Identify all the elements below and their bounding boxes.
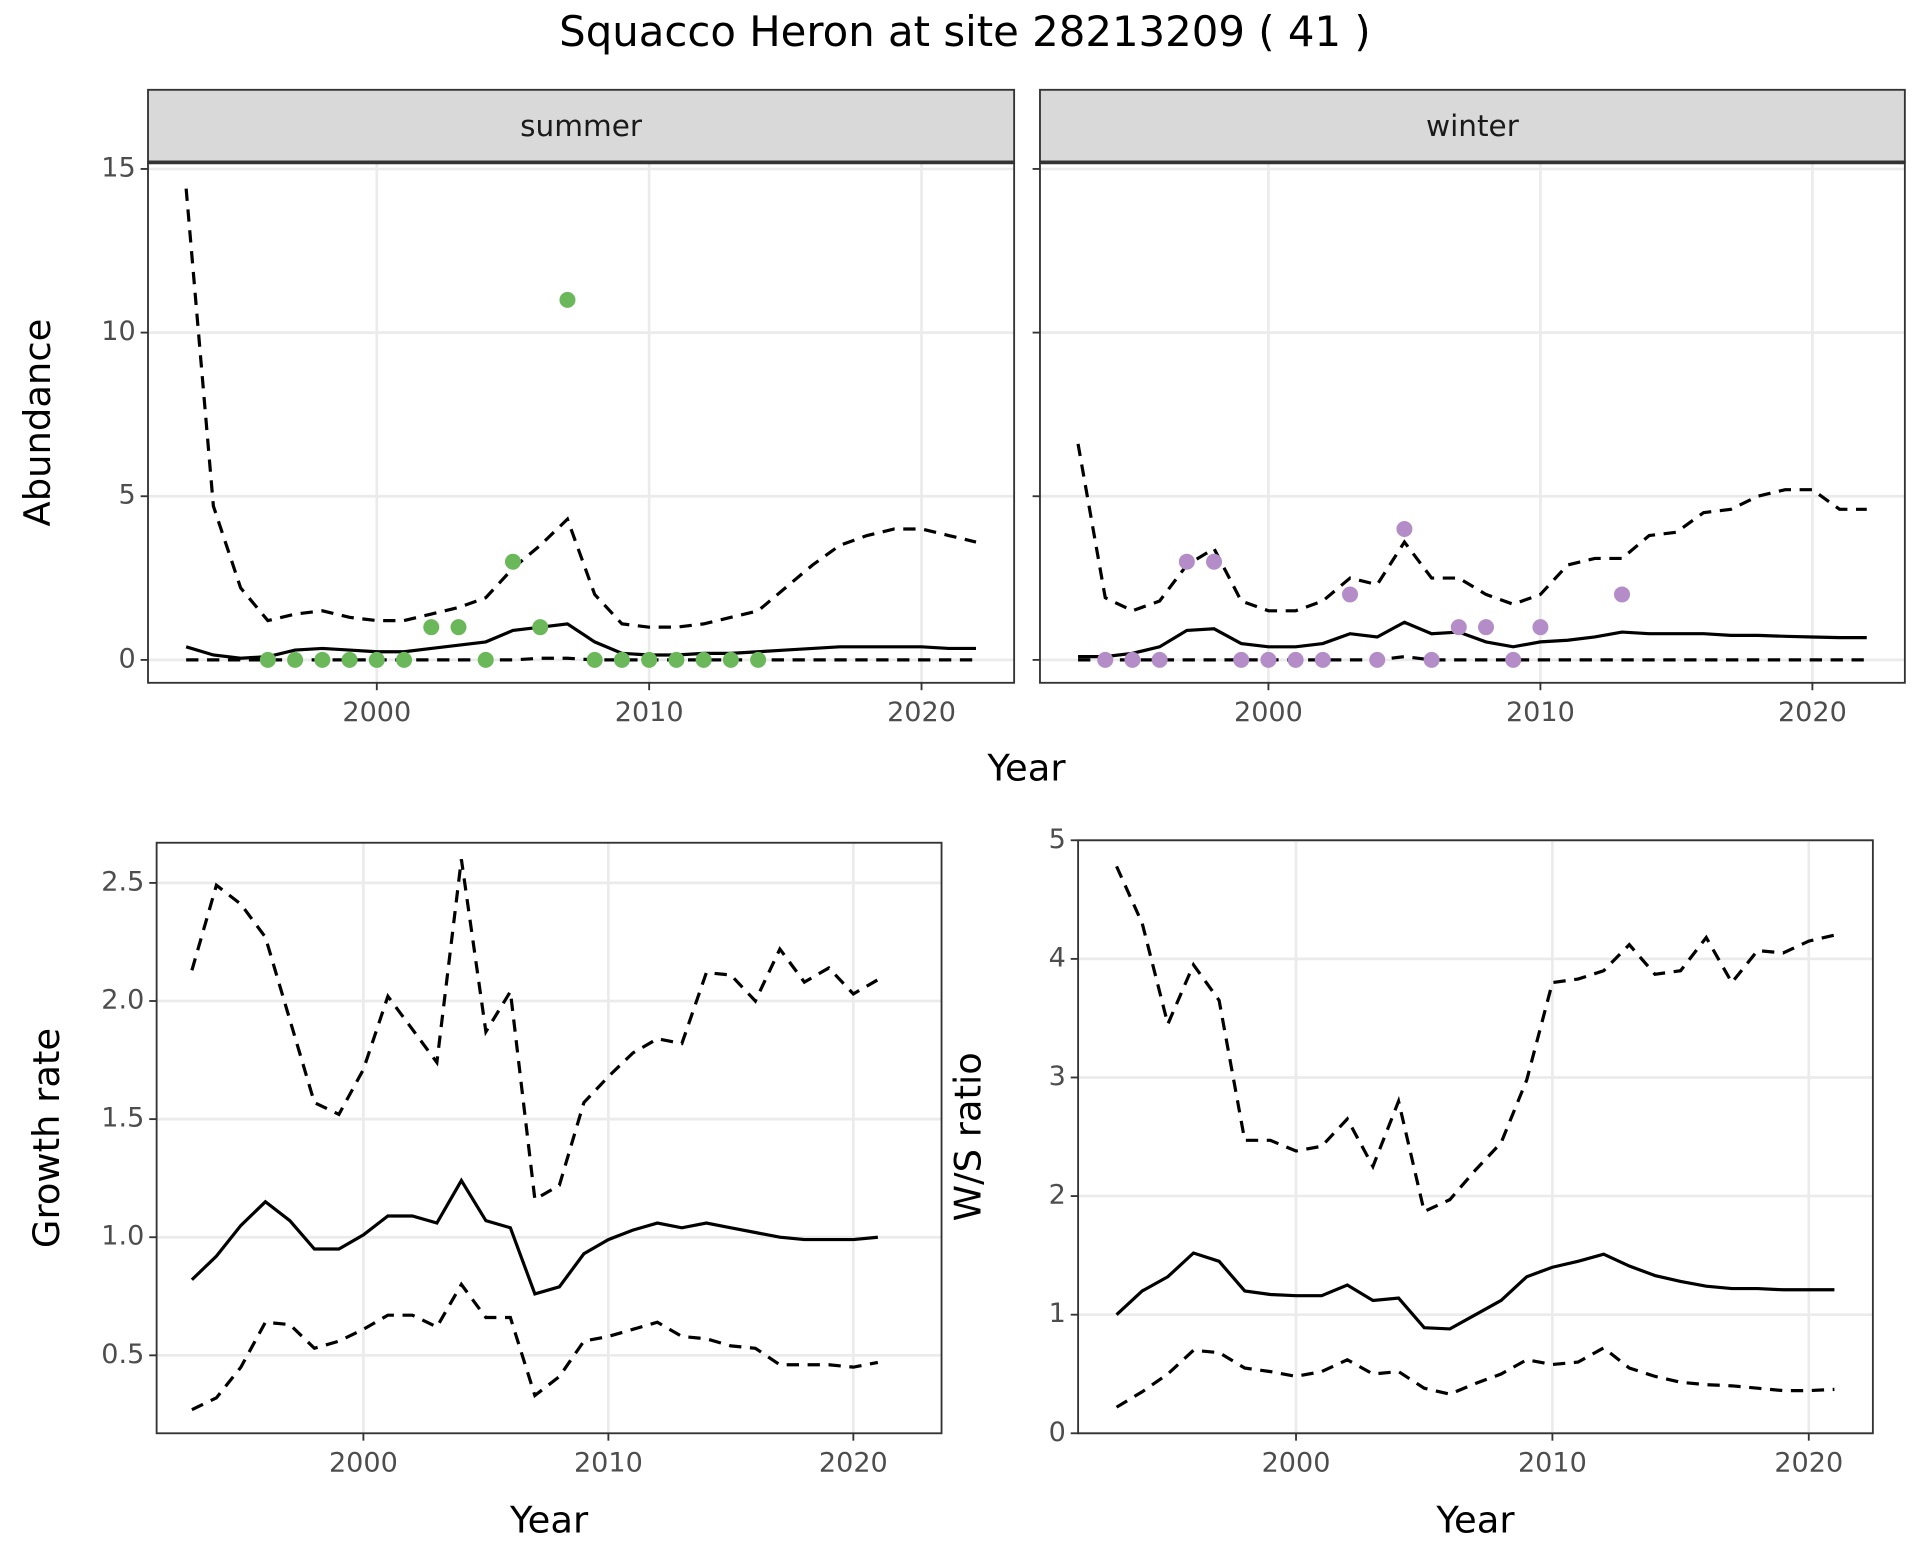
observation-point: [1124, 651, 1141, 668]
y-tick-label: 2.5: [101, 866, 144, 897]
observation-point: [450, 619, 467, 636]
observation-point: [423, 619, 440, 636]
y-tick-label: 3: [1049, 1061, 1066, 1092]
observation-point: [1505, 651, 1522, 668]
observation-point: [532, 619, 549, 636]
y-tick-label: 0: [118, 643, 135, 674]
x-tick-label: 2020: [1774, 1448, 1843, 1479]
x-tick-label: 2010: [1518, 1448, 1587, 1479]
shared-x-axis-title: Year: [986, 747, 1066, 790]
observation-point: [1233, 651, 1250, 668]
observation-point: [586, 651, 603, 668]
x-tick-label: 2000: [1234, 697, 1303, 728]
x-axis-title: Year: [509, 1498, 589, 1541]
observation-point: [368, 651, 385, 668]
observation-point: [1206, 553, 1223, 570]
interval-line: [1076, 443, 1867, 613]
interval-line: [1115, 1345, 1835, 1409]
interval-line: [1078, 655, 1867, 662]
y-tick-label: 15: [101, 152, 135, 183]
observation-point: [1614, 586, 1630, 603]
observation-point: [287, 651, 304, 668]
y-tick-label: 2: [1049, 1180, 1066, 1211]
panel-border: [155, 841, 943, 1435]
x-tick-label: 2010: [1506, 697, 1575, 728]
y-tick-label: 4: [1049, 942, 1066, 973]
x-tick-label: 2010: [615, 697, 684, 728]
facet-strip: [1039, 88, 1906, 164]
y-tick-label: 1.0: [101, 1221, 144, 1252]
x-tick-label: 2000: [329, 1448, 398, 1479]
observation-point: [1478, 619, 1495, 636]
observation-point: [750, 651, 767, 668]
y-axis-title: Growth rate: [25, 1028, 68, 1248]
interval-line: [191, 1281, 879, 1412]
observation-point: [1342, 586, 1359, 603]
x-tick-label: 2000: [342, 697, 411, 728]
interval-line: [190, 859, 879, 1203]
mean-line: [190, 1177, 879, 1296]
y-axis-title: Abundance: [16, 319, 59, 527]
observation-point: [504, 553, 521, 570]
observation-point: [1532, 619, 1549, 636]
y-tick-label: 5: [1049, 824, 1066, 855]
y-tick-label: 1: [1049, 1298, 1066, 1329]
facet-strip-label: winter: [1426, 109, 1520, 143]
interval-line: [1115, 865, 1835, 1214]
observation-point: [613, 651, 630, 668]
observation-point: [341, 651, 358, 668]
observation-point: [1314, 651, 1331, 668]
x-tick-label: 2020: [887, 697, 956, 728]
observation-point: [641, 651, 658, 668]
interval-line: [184, 188, 977, 629]
observation-point: [695, 651, 712, 668]
observation-point: [314, 651, 331, 668]
x-tick-label: 2020: [1778, 697, 1847, 728]
y-axis-title: W/S ratio: [946, 1052, 989, 1221]
observation-point: [396, 651, 413, 668]
mean-line: [1078, 620, 1867, 659]
mean-line: [185, 622, 977, 660]
x-axis-title: Year: [1435, 1498, 1515, 1541]
x-tick-label: 2000: [1262, 1448, 1331, 1479]
observation-point: [1450, 619, 1467, 636]
panel-background: [1039, 162, 1905, 683]
figure-title: Squacco Heron at site 28213209 ( 41 ): [559, 7, 1371, 56]
observation-point: [1396, 520, 1413, 537]
x-tick-label: 2010: [574, 1448, 643, 1479]
panel-background: [1078, 840, 1873, 1434]
observation-point: [477, 651, 494, 668]
panel-border: [1077, 839, 1874, 1435]
y-tick-label: 2.0: [101, 985, 144, 1016]
panel-background: [156, 842, 942, 1434]
observation-point: [722, 651, 739, 668]
y-tick-label: 0.5: [101, 1339, 144, 1370]
panel-background: [148, 162, 1015, 683]
observation-point: [1423, 651, 1440, 668]
facet-strip: [147, 88, 1016, 164]
observation-point: [259, 651, 276, 668]
y-tick-label: 10: [101, 316, 135, 347]
observation-point: [1097, 651, 1114, 668]
y-tick-label: 0: [1049, 1417, 1066, 1448]
observation-point: [1369, 651, 1386, 668]
facet-strip-label: summer: [520, 109, 643, 143]
observation-point: [559, 291, 576, 308]
observation-point: [1287, 651, 1304, 668]
observation-point: [1151, 651, 1168, 668]
observation-point: [1178, 553, 1195, 570]
x-tick-label: 2020: [819, 1448, 888, 1479]
y-tick-label: 1.5: [101, 1103, 144, 1134]
y-tick-label: 5: [118, 480, 135, 511]
observation-point: [668, 651, 685, 668]
mean-line: [1115, 1251, 1835, 1331]
observation-point: [1260, 651, 1277, 668]
